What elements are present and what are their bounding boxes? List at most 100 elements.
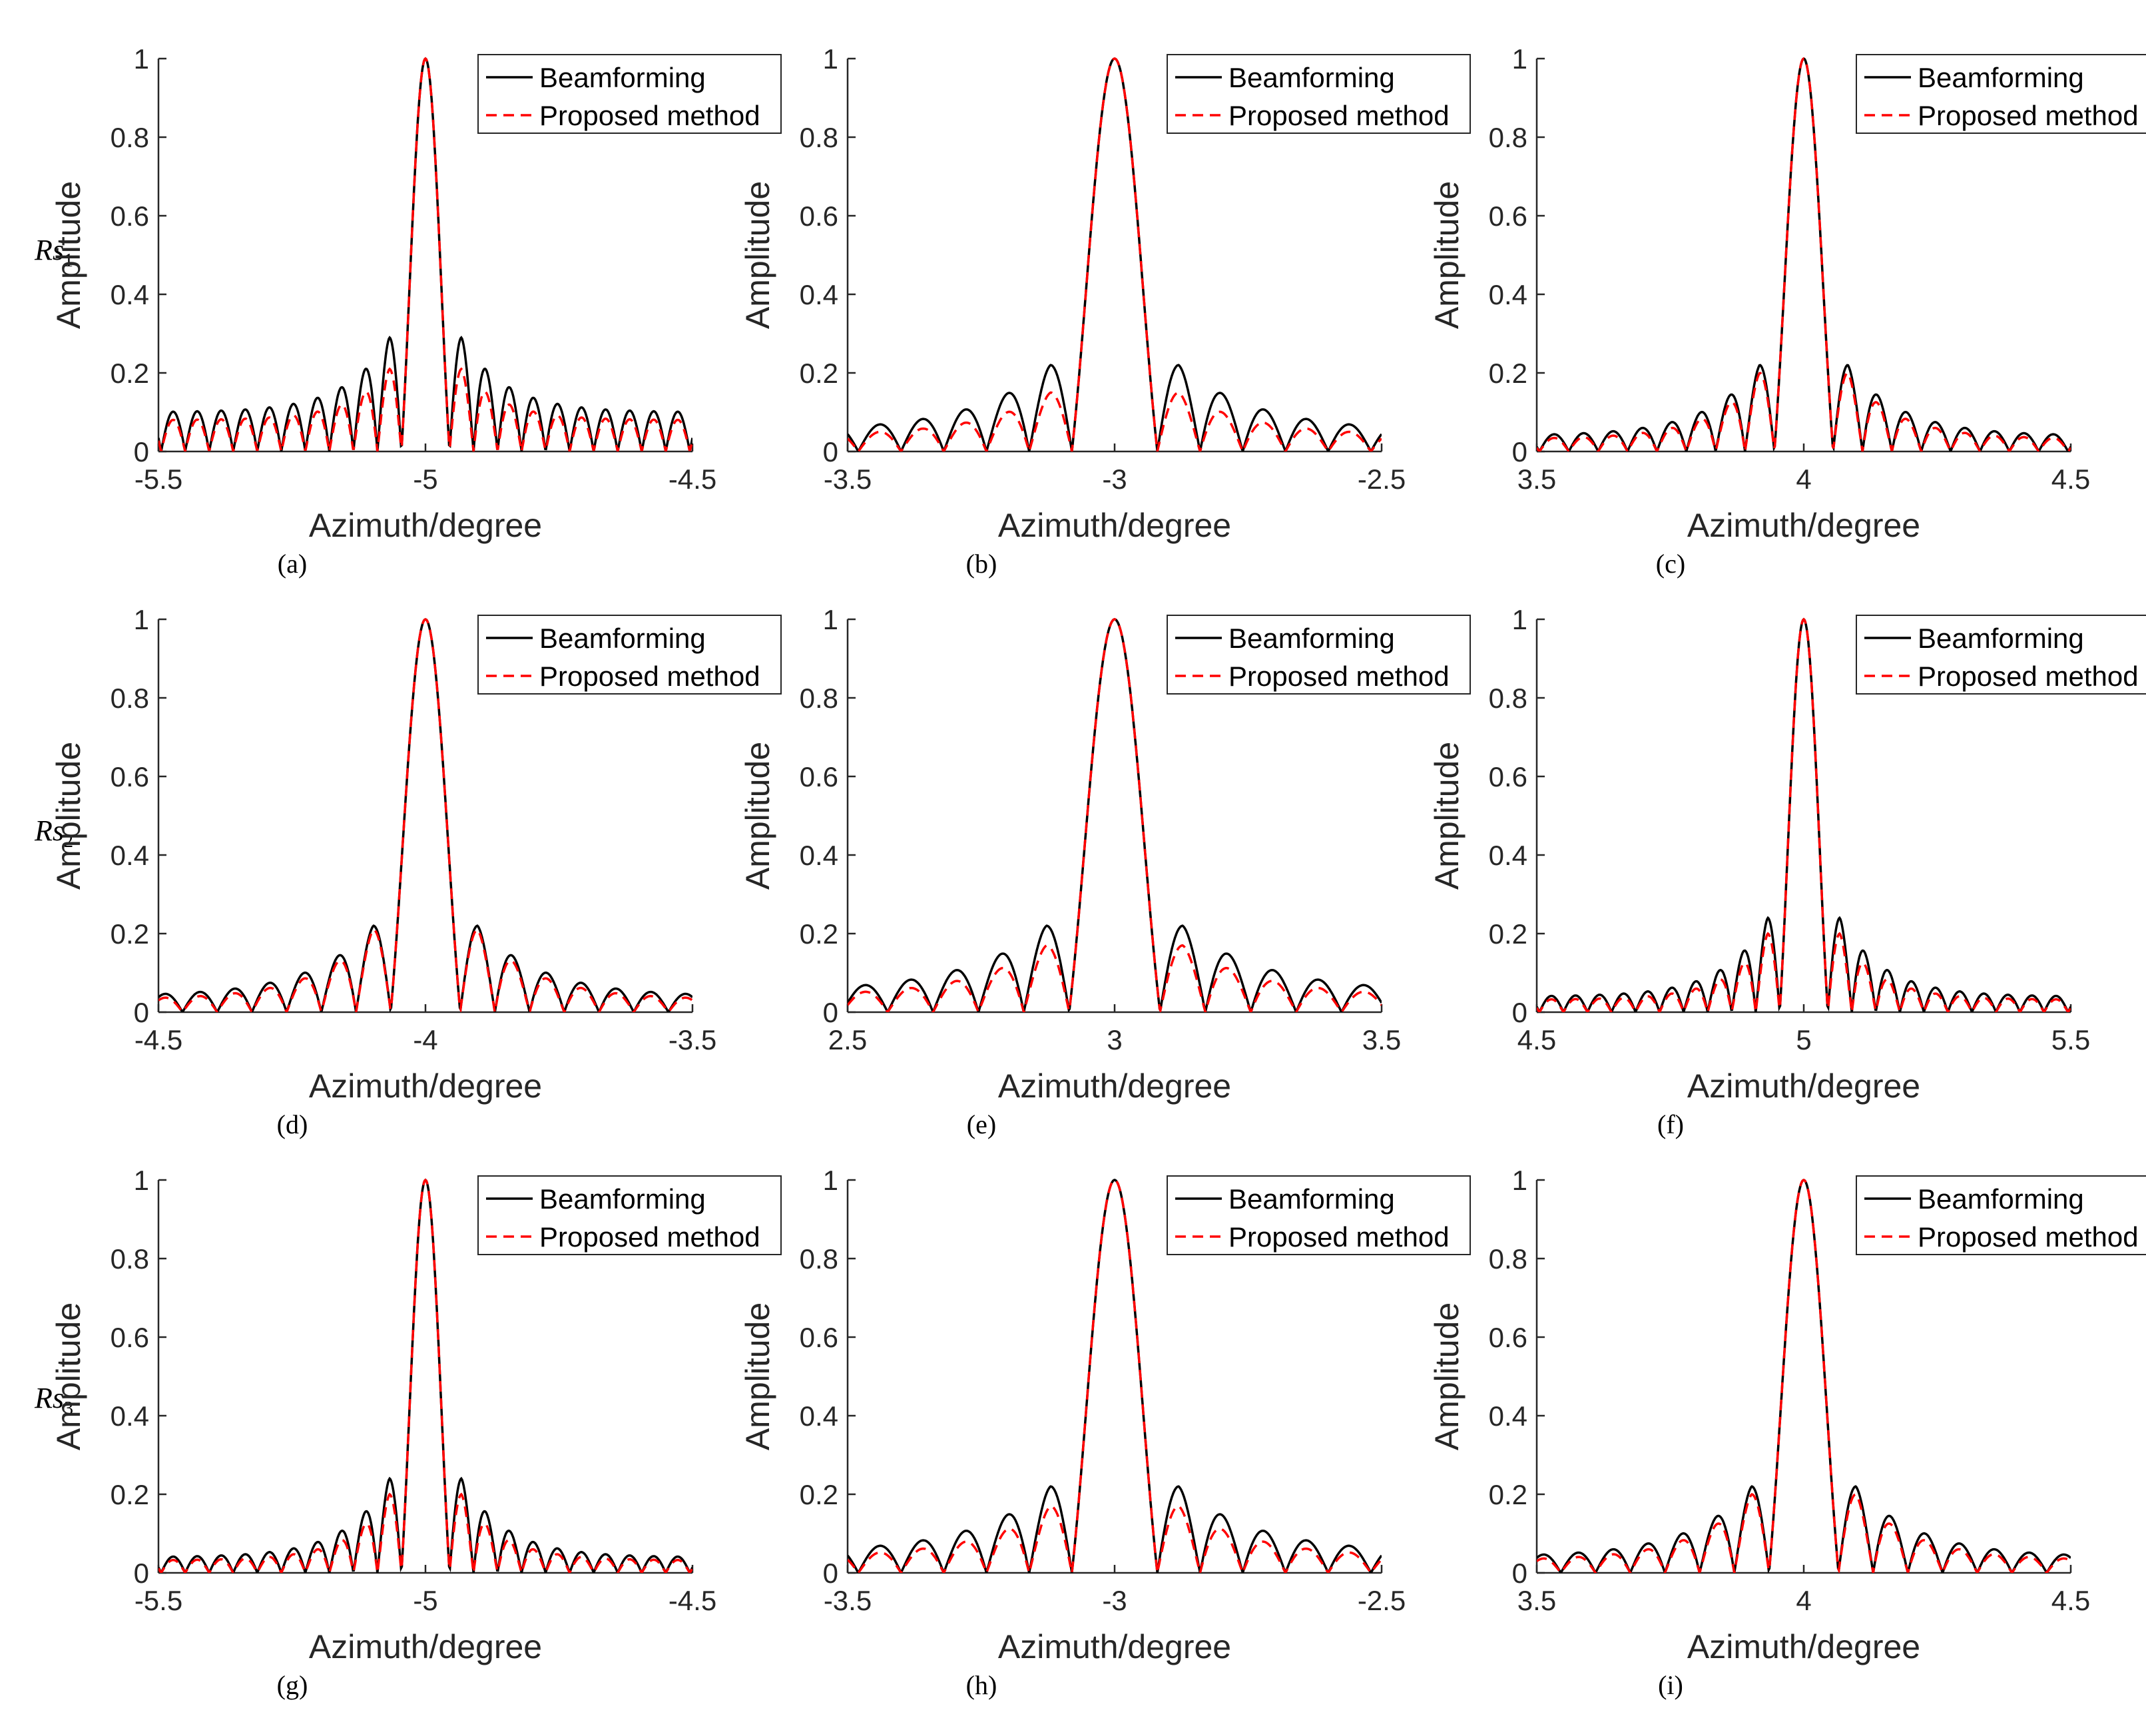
x-tick-label: -3 [1102, 463, 1127, 495]
y-tick-label: 1 [823, 1165, 838, 1196]
legend-box [477, 54, 782, 134]
y-tick-label: 1 [1512, 1165, 1527, 1196]
y-tick-label: 0 [1512, 1558, 1527, 1589]
y-tick-label: 0.6 [1489, 1322, 1527, 1353]
x-tick-label: 4 [1796, 1585, 1811, 1616]
y-axis-label: Amplitude [1428, 181, 1466, 329]
legend-label: Proposed method [539, 100, 760, 131]
y-axis-label: Amplitude [50, 181, 87, 329]
panel-caption: (a) [278, 549, 307, 579]
legend: Beamforming Proposed method [477, 1175, 782, 1255]
panel-caption: (c) [1656, 549, 1685, 579]
y-tick-label: 1 [134, 43, 149, 75]
y-tick-label: 1 [1512, 604, 1527, 635]
series-line-proposed-method [1537, 617, 2071, 1012]
legend-label: Beamforming [539, 623, 706, 654]
y-tick-label: 0.6 [1489, 200, 1527, 232]
x-tick-label: -5 [413, 463, 437, 495]
chart-panel-7: 0 0.2 0.4 0.6 0.8 1 -5.5 -5 -4.5 Azimuth/degree Am… [50, 1165, 782, 1700]
y-axis-label: Amplitude [739, 1302, 776, 1450]
y-tick-label: 0 [823, 436, 838, 467]
legend-box [1167, 54, 1471, 134]
chart-panel-9: 0 0.2 0.4 0.6 0.8 1 3.5 4 4.5 Azimuth/degree Ampli… [1428, 1165, 2146, 1700]
legend-label: Beamforming [539, 1183, 706, 1215]
y-tick-label: 0.4 [111, 1400, 149, 1432]
y-tick-label: 0 [134, 436, 149, 467]
y-tick-label: 0.4 [111, 840, 149, 871]
x-tick-label: -5 [413, 1585, 437, 1616]
series-line-proposed-method [158, 618, 692, 1012]
x-tick-label: 3.5 [1362, 1024, 1401, 1055]
x-tick-label: 5.5 [2051, 1024, 2090, 1055]
y-axis-label: Amplitude [1428, 742, 1466, 890]
x-tick-label: -3.5 [824, 1585, 872, 1616]
y-axis-label: Amplitude [739, 181, 776, 329]
x-tick-label: 2.5 [828, 1024, 867, 1055]
panel-caption: (f) [1657, 1109, 1684, 1139]
y-tick-label: 0.4 [1489, 279, 1527, 310]
legend-label: Beamforming [1918, 62, 2084, 93]
legend-label: Proposed method [1918, 100, 2139, 131]
legend: Beamforming Proposed method [1167, 1175, 1471, 1255]
legend-label: Beamforming [1228, 62, 1395, 93]
y-tick-label: 0.2 [800, 918, 838, 950]
y-tick-label: 0.8 [1489, 1243, 1527, 1275]
x-tick-label: 5 [1796, 1024, 1811, 1055]
chart-panel-3: 0 0.2 0.4 0.6 0.8 1 3.5 4 4.5 Azimuth/degree Ampli… [1428, 43, 2146, 579]
y-tick-label: 0.2 [111, 918, 149, 950]
y-tick-label: 0 [823, 1558, 838, 1589]
row-label-3: Rs3 [34, 1382, 73, 1419]
legend-label: Beamforming [539, 62, 706, 93]
legend-label: Beamforming [1228, 623, 1395, 654]
x-axis-label: Azimuth/degree [309, 1628, 542, 1665]
y-axis-label: Amplitude [50, 742, 87, 890]
y-tick-label: 0.2 [1489, 918, 1527, 950]
x-axis-label: Azimuth/degree [1687, 1067, 1920, 1105]
y-tick-label: 0.6 [111, 1322, 149, 1353]
legend-box [1856, 54, 2146, 134]
x-tick-label: -4 [413, 1024, 437, 1055]
y-tick-label: 0.6 [111, 761, 149, 792]
x-tick-label: -4.5 [669, 1585, 716, 1616]
panels: 0 0.2 0.4 0.6 0.8 1 -5.5 -5 -4.5 Azimuth/degree Am… [50, 43, 2146, 1700]
y-tick-label: 0.2 [800, 1479, 838, 1510]
x-axis-label: Azimuth/degree [1687, 507, 1920, 544]
legend-box [1856, 1175, 2146, 1255]
y-tick-label: 0.8 [800, 122, 838, 153]
series-line-proposed-method [848, 1179, 1382, 1573]
y-tick-label: 0.6 [800, 761, 838, 792]
panel-caption: (e) [967, 1109, 996, 1139]
panel-caption: (h) [966, 1670, 997, 1700]
y-tick-label: 0.2 [800, 358, 838, 389]
y-tick-label: 0.8 [1489, 683, 1527, 714]
y-tick-label: 0.8 [800, 1243, 838, 1275]
x-tick-label: -2.5 [1358, 1585, 1406, 1616]
y-tick-label: 0.8 [111, 683, 149, 714]
legend-box [1167, 1175, 1471, 1255]
y-tick-label: 0.6 [800, 200, 838, 232]
y-tick-label: 0.4 [800, 279, 838, 310]
x-axis-label: Azimuth/degree [309, 1067, 542, 1105]
series-line-proposed-method [848, 57, 1382, 451]
y-tick-label: 1 [823, 43, 838, 75]
y-tick-label: 0 [823, 997, 838, 1028]
y-tick-label: 0.6 [800, 1322, 838, 1353]
y-tick-label: 1 [134, 604, 149, 635]
legend-label: Proposed method [1228, 661, 1450, 692]
chart-panel-8: 0 0.2 0.4 0.6 0.8 1 -3.5 -3 -2.5 Azimuth/degree Am… [739, 1165, 1471, 1700]
y-tick-label: 0.4 [111, 279, 149, 310]
legend-label: Beamforming [1918, 1183, 2084, 1215]
y-tick-label: 0.4 [1489, 1400, 1527, 1432]
legend-label: Beamforming [1228, 1183, 1395, 1215]
x-tick-label: 4.5 [2051, 463, 2090, 495]
panel-caption: (i) [1658, 1670, 1683, 1700]
chart-panel-4: 0 0.2 0.4 0.6 0.8 1 -4.5 -4 -3.5 Azimuth/degree Am… [50, 604, 782, 1139]
panel-caption: (d) [277, 1109, 308, 1139]
y-tick-label: 1 [134, 1165, 149, 1196]
series-line-proposed-method [848, 618, 1382, 1012]
x-tick-label: 4 [1796, 463, 1811, 495]
x-axis-label: Azimuth/degree [1687, 1628, 1920, 1665]
y-tick-label: 0 [134, 1558, 149, 1589]
y-tick-label: 0.2 [111, 358, 149, 389]
y-tick-label: 0.8 [111, 122, 149, 153]
